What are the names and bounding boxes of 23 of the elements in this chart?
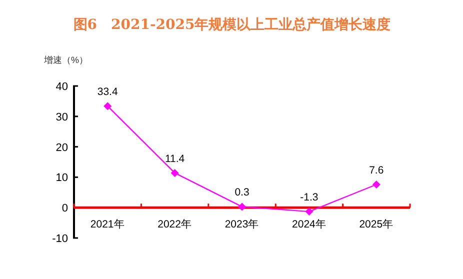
y-tick-label: 40 <box>56 81 68 93</box>
data-label: -1.3 <box>300 192 318 204</box>
point <box>238 202 246 211</box>
point <box>170 168 179 177</box>
data-label: 7.6 <box>369 164 384 176</box>
y-tick-label: 30 <box>56 111 68 124</box>
data-label: 33.4 <box>97 86 118 98</box>
y-tick-label: 0 <box>62 202 68 215</box>
point <box>372 180 380 188</box>
point <box>305 208 314 216</box>
y-tick-label: 20 <box>56 142 68 154</box>
data-label: 11.4 <box>164 152 185 165</box>
x-tick-label: 2021年 <box>90 218 125 231</box>
y-axis-title: 增速（%） <box>43 55 88 65</box>
x-tick-label: 2023年 <box>224 218 260 231</box>
x-tick-label: 2025年 <box>359 218 394 231</box>
y-tick-label: -10 <box>52 233 68 245</box>
x-tick-label: 2024年 <box>292 218 326 231</box>
y-tick-label: 10 <box>56 172 68 184</box>
point <box>104 102 112 110</box>
x-tick-label: 2022年 <box>158 218 192 231</box>
data-label: 0.3 <box>234 186 250 199</box>
chart-title: 图6 2021-2025年规模以上工业总产值增长速度 <box>73 16 391 33</box>
